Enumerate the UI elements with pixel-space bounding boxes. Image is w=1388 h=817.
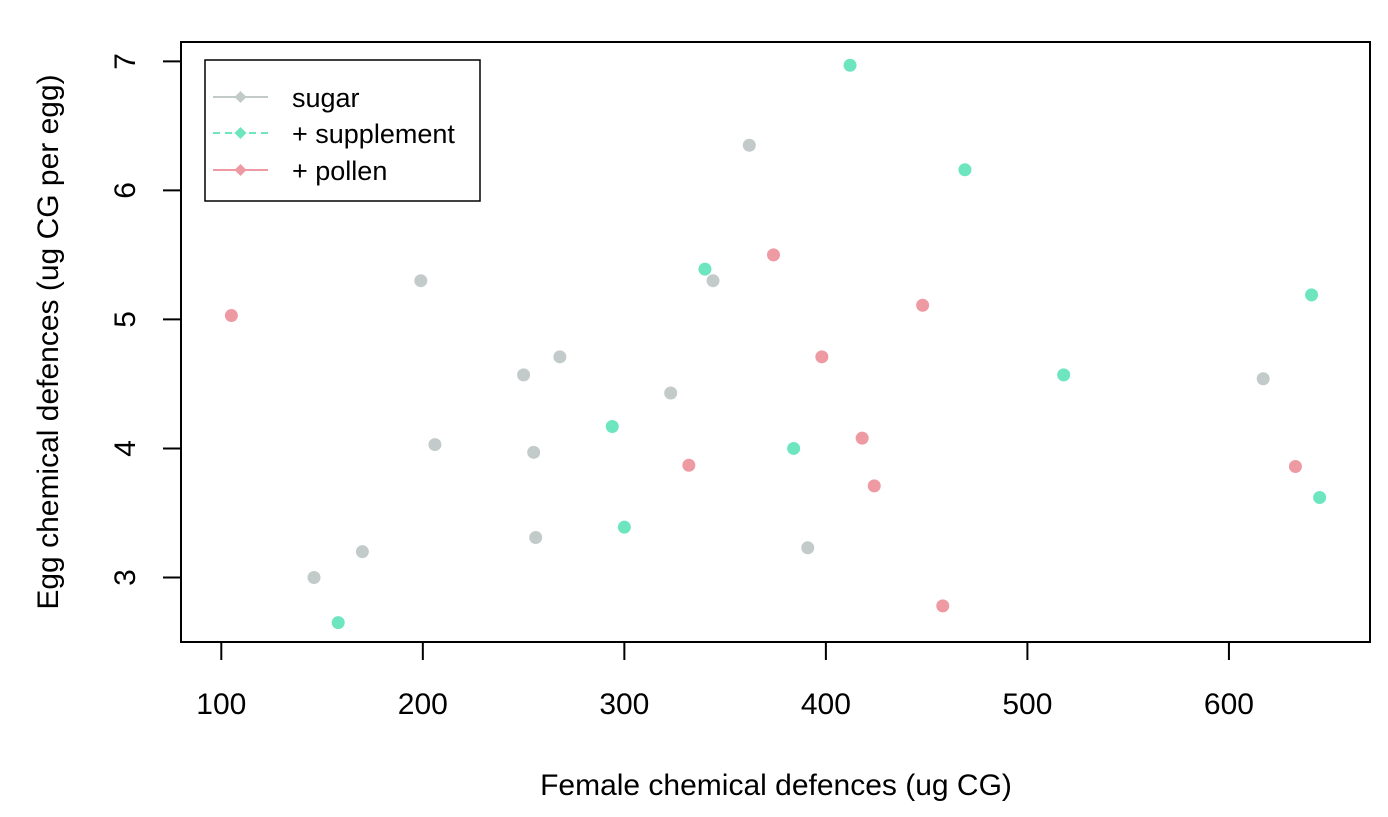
legend: sugar + supplement + pollen: [204, 59, 481, 202]
data-point: [787, 441, 801, 455]
legend-label: + supplement: [292, 119, 455, 149]
data-point: [553, 350, 567, 364]
data-point: [742, 138, 756, 152]
data-point: [1313, 490, 1327, 504]
y-axis: 3 4 5 6 7: [109, 53, 182, 586]
data-point: [664, 386, 678, 400]
data-point: [527, 445, 541, 459]
x-axis-title: Female chemical defences (ug CG): [540, 769, 1012, 802]
data-point: [331, 616, 345, 630]
data-point: [307, 570, 321, 584]
x-axis: 100 200 300 400 500 600: [196, 641, 1254, 721]
legend-label: sugar: [292, 83, 360, 113]
y-tick-label: 6: [109, 182, 142, 199]
x-tick-label: 300: [599, 688, 649, 721]
legend-marker: [234, 91, 247, 103]
data-point: [605, 420, 619, 434]
x-tick-label: 500: [1002, 688, 1052, 721]
data-points: [224, 58, 1327, 630]
data-point: [698, 262, 712, 276]
data-point: [617, 520, 631, 534]
x-tick-label: 400: [801, 688, 851, 721]
data-point: [958, 163, 972, 177]
data-point: [916, 298, 930, 312]
data-point: [428, 438, 442, 452]
data-point: [355, 545, 369, 559]
data-point: [936, 599, 950, 613]
y-axis-title: Egg chemical defences (ug CG per egg): [32, 74, 65, 609]
data-point: [1057, 368, 1071, 382]
data-point: [517, 368, 531, 382]
y-tick-label: 3: [109, 569, 142, 586]
data-point: [843, 58, 857, 72]
data-point: [1288, 460, 1302, 474]
data-point: [414, 274, 428, 288]
x-tick-label: 200: [398, 688, 448, 721]
data-point: [801, 541, 815, 555]
data-point: [224, 309, 238, 323]
data-point: [1305, 288, 1319, 302]
legend-marker: [234, 127, 247, 139]
y-tick-label: 5: [109, 311, 142, 328]
data-point: [766, 248, 780, 262]
legend-box: [204, 59, 481, 202]
data-point: [529, 530, 543, 544]
y-tick-label: 7: [109, 53, 142, 70]
legend-label: + pollen: [292, 156, 387, 186]
data-point: [867, 479, 881, 493]
y-tick-label: 4: [109, 440, 142, 457]
data-point: [682, 458, 696, 472]
data-point: [1256, 372, 1270, 386]
data-point: [815, 350, 829, 364]
x-tick-label: 100: [196, 688, 246, 721]
legend-marker: [234, 164, 247, 176]
data-point: [855, 431, 869, 445]
data-point: [706, 274, 720, 288]
x-tick-label: 600: [1204, 688, 1254, 721]
